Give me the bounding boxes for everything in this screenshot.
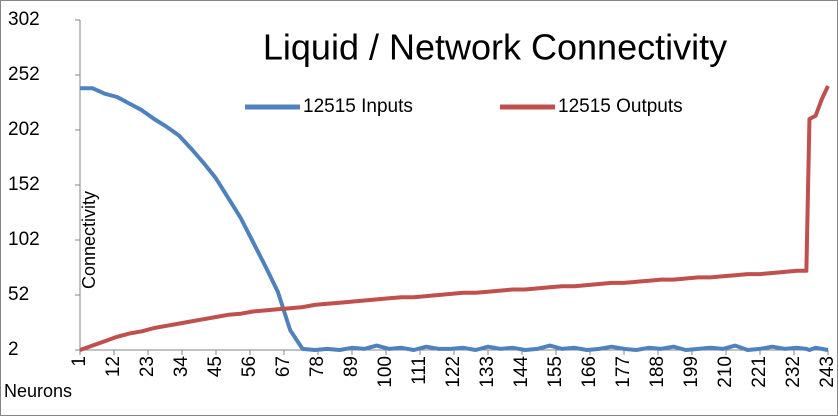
legend-label: 12515 Inputs xyxy=(303,96,413,117)
x-tick-label: 188 xyxy=(647,356,668,388)
legend-label: 12515 Outputs xyxy=(558,96,683,117)
series-line xyxy=(80,86,829,352)
y-tick-label: 252 xyxy=(8,64,40,85)
x-tick-label: 56 xyxy=(239,356,260,377)
x-tick-label: 122 xyxy=(443,356,464,388)
x-tick-label: 177 xyxy=(613,356,634,388)
x-tick-label: 243 xyxy=(817,356,838,388)
y-tick-label: 52 xyxy=(8,284,29,305)
x-tick-label: 210 xyxy=(715,356,736,388)
x-tick-label: 199 xyxy=(681,356,702,388)
x-tick-label: 67 xyxy=(273,356,294,377)
x-tick-label: 78 xyxy=(307,356,328,377)
y-tick-label: 152 xyxy=(8,174,40,195)
y-tick-label: 302 xyxy=(8,9,40,30)
x-tick-label: 12 xyxy=(103,356,124,377)
x-tick-label: 23 xyxy=(137,356,158,377)
y-tick-label: 202 xyxy=(8,119,40,140)
x-tick-label: 45 xyxy=(205,356,226,377)
x-tick-label: 1 xyxy=(69,356,90,367)
x-tick-label: 89 xyxy=(341,356,362,377)
x-tick-label: 111 xyxy=(409,356,430,385)
y-tick-label: 2 xyxy=(8,339,19,360)
chart-title: Liquid / Network Connectivity xyxy=(263,27,727,68)
x-tick-label: 100 xyxy=(375,356,396,388)
x-tick-label: 221 xyxy=(749,356,770,388)
series-line xyxy=(79,85,830,352)
x-tick-label: 155 xyxy=(545,356,566,388)
x-tick-label: 232 xyxy=(783,356,804,388)
x-axis-label: Neurons xyxy=(4,381,72,401)
x-tick-label: 133 xyxy=(477,356,498,388)
x-tick-label: 166 xyxy=(579,356,600,388)
x-tick-label: 144 xyxy=(511,356,532,388)
y-axis-label: Connectivity xyxy=(79,191,99,289)
y-tick-label: 102 xyxy=(8,229,40,250)
x-tick-label: 34 xyxy=(171,356,192,378)
